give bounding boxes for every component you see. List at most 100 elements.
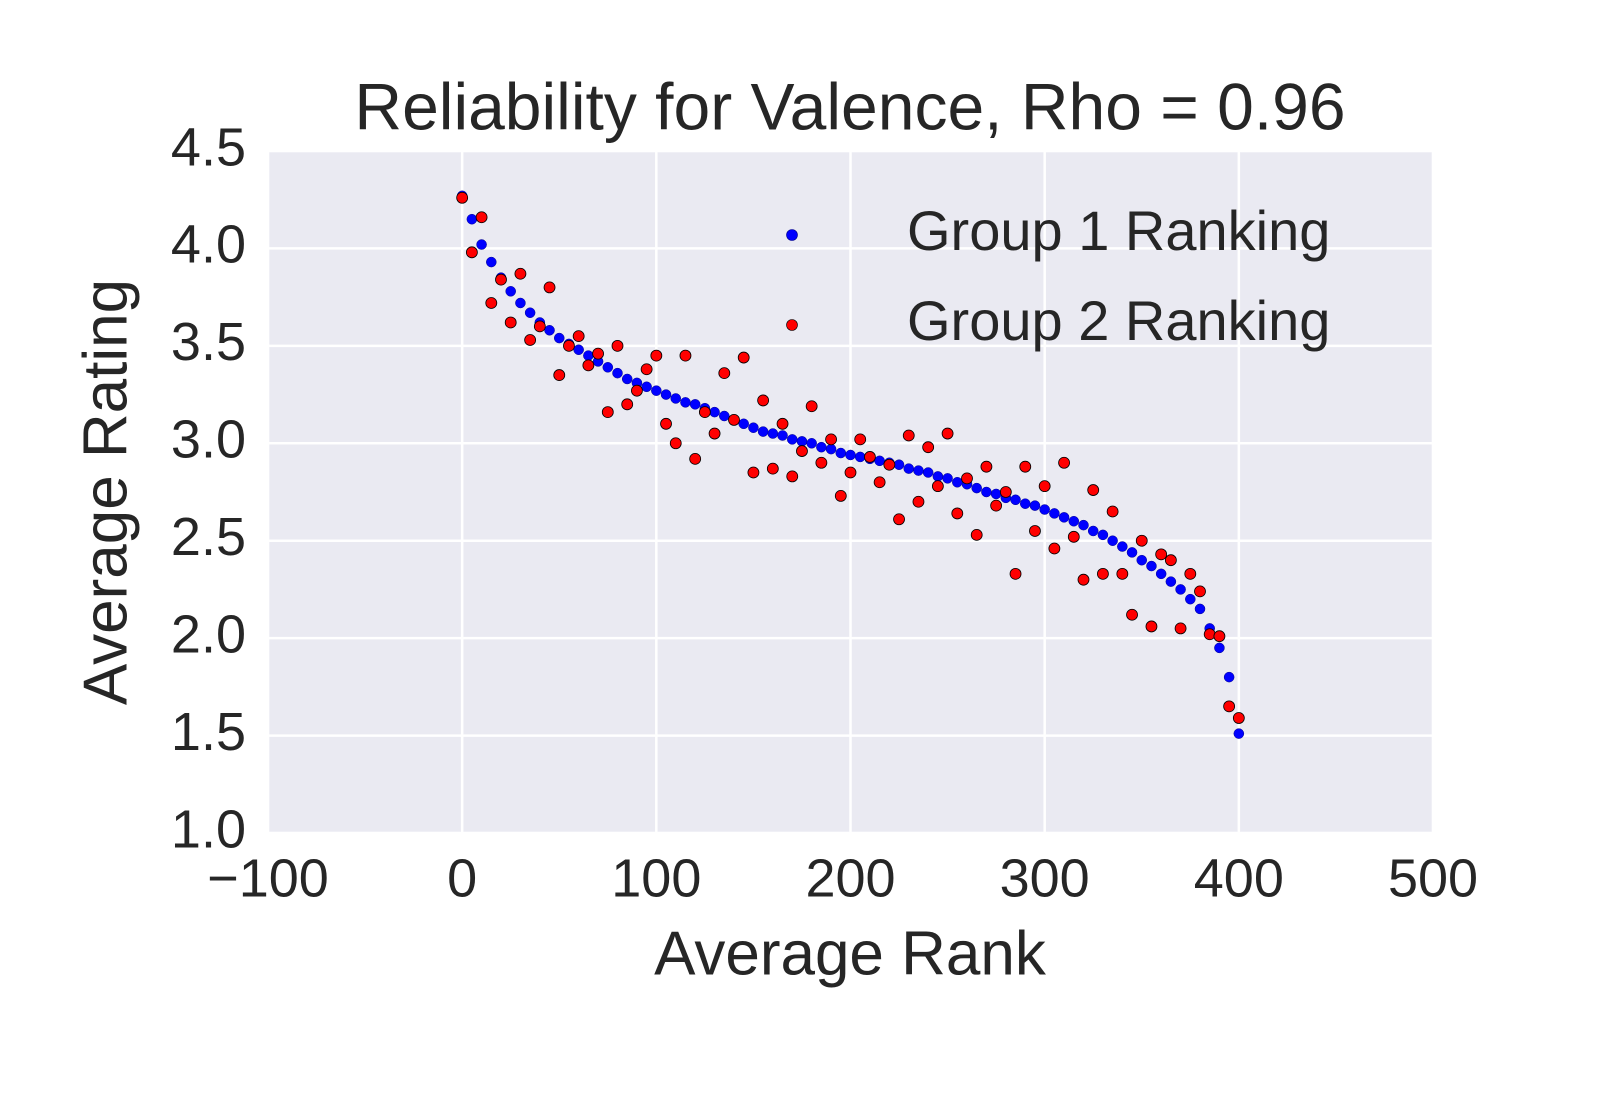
point [1135,534,1148,547]
point [1203,628,1216,641]
point [572,330,585,343]
point [912,495,925,508]
point [1194,603,1206,615]
point [767,428,779,439]
x-tick-label: 400 [1194,848,1284,908]
x-tick-label: 300 [1000,848,1090,908]
legend-label: Group 1 Ranking [907,199,1330,262]
point [573,344,584,356]
point [757,394,770,407]
point [922,441,935,454]
legend-marker [786,319,798,331]
point [1146,560,1157,572]
point [854,451,866,463]
y-tick-label: 4.0 [171,215,246,275]
y-tick-label: 3.5 [171,312,246,372]
point [515,297,526,309]
point [660,389,672,400]
point [1233,728,1245,739]
point [1058,512,1070,523]
point [825,443,837,455]
x-tick-label: 0 [447,848,477,908]
point [583,350,594,361]
point [961,472,973,485]
point [1087,525,1099,537]
point [796,445,808,457]
point [524,334,537,346]
x-tick-label: 500 [1388,848,1478,908]
y-tick-label: 4.5 [171,117,246,177]
point [1232,712,1245,724]
point [1136,554,1147,566]
point [825,433,837,446]
point [854,433,867,446]
point [1126,547,1138,558]
point [640,363,653,376]
marks [456,190,1245,739]
point [874,455,885,467]
point [816,441,827,453]
point [1165,576,1177,587]
point [932,471,944,482]
point [650,349,663,362]
point [602,362,614,373]
point [1068,515,1080,527]
point [1009,567,1022,580]
point [679,349,692,362]
point [689,399,701,410]
point [971,482,982,494]
legend-marker [786,229,798,241]
point [748,422,759,433]
point [612,367,623,379]
point [698,406,711,419]
chart-title: Reliability for Valence, Rho = 0.96 [354,69,1345,143]
point [621,373,633,385]
y-tick-label: 1.0 [171,799,246,859]
point [990,488,1002,500]
point [952,477,963,488]
point [1174,622,1187,635]
point [641,381,652,393]
point [670,393,681,404]
point [834,489,847,502]
y-tick-label: 3.0 [171,410,246,470]
point [660,417,672,430]
point [1184,567,1197,580]
point [485,297,498,309]
y-tick-label: 2.0 [171,604,246,664]
point [465,246,478,259]
y-tick-label: 2.5 [171,507,246,567]
point [1117,541,1128,552]
point [669,437,682,450]
point [970,528,983,541]
point [980,460,993,473]
point [931,480,944,493]
point [1106,505,1119,518]
point [777,430,788,441]
point [611,339,624,352]
point [553,369,566,381]
point [621,398,634,411]
point [844,466,857,479]
point [505,286,516,297]
point [1126,608,1138,621]
point [941,427,954,440]
point [796,436,808,447]
point [903,463,914,474]
point [1097,529,1109,541]
point [524,307,536,318]
point [514,267,527,280]
point [486,256,497,268]
point [951,507,964,520]
point [718,367,731,380]
point [913,465,924,476]
point [815,456,828,469]
point [757,426,769,437]
point [942,473,953,484]
point [1223,671,1235,683]
legend-label: Group 2 Ranking [907,289,1330,352]
y-tick-label: 1.5 [171,702,246,762]
point [728,414,740,426]
